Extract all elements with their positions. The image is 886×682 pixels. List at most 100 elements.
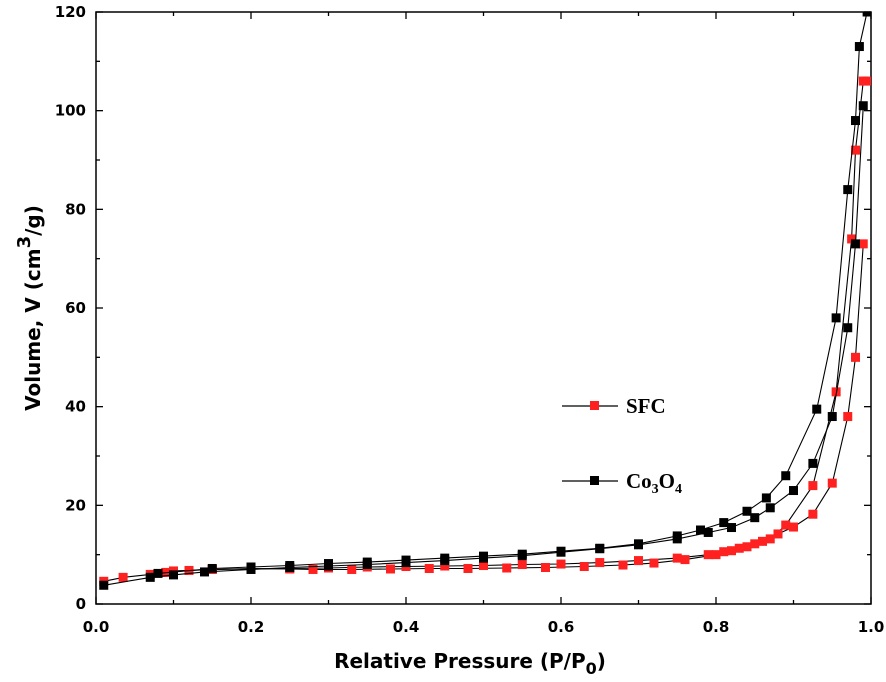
- data-point-sfc-desorption: [634, 556, 643, 566]
- data-point-sfc-adsorption: [711, 550, 721, 560]
- data-point-sfc-adsorption: [858, 239, 868, 249]
- series-line-co3o4-adsorption: [103, 105, 864, 586]
- legend-label-co3o4-mid: O: [659, 469, 675, 493]
- series-layer: [99, 12, 871, 590]
- data-point-sfc-adsorption: [843, 412, 853, 422]
- data-point-co3o4-desorption: [634, 539, 643, 549]
- y-tick-label: 60: [65, 299, 86, 317]
- data-point-co3o4-desorption: [719, 518, 729, 528]
- data-point-sfc-desorption: [595, 558, 605, 568]
- data-point-sfc-adsorption: [118, 572, 128, 582]
- data-point-co3o4-adsorption: [750, 513, 760, 523]
- plot-area: 0.0 0.2 0.4 0.6 0.8 1.0 0 20 40 60 80 100 120: [55, 3, 885, 636]
- x-axis-title-main: Relative Pressure (P/P: [334, 649, 586, 673]
- legend-marker-sfc: [590, 401, 599, 410]
- data-point-co3o4-adsorption: [851, 239, 860, 249]
- data-point-co3o4-desorption: [862, 12, 871, 17]
- legend-item-co3o4: Co3O4: [562, 469, 682, 497]
- data-point-co3o4-adsorption: [858, 101, 868, 111]
- data-point-sfc-adsorption: [347, 564, 357, 574]
- x-tick-label: 0.6: [548, 618, 575, 636]
- y-tick-label: 80: [65, 200, 86, 218]
- y-axis-title-main: Volume, V (cm: [21, 248, 45, 410]
- data-point-co3o4-desorption: [696, 525, 705, 535]
- data-point-sfc-adsorption: [827, 478, 837, 488]
- data-point-co3o4-desorption: [207, 563, 217, 573]
- y-axis-title-superscript: 3: [14, 236, 35, 249]
- data-point-co3o4-adsorption: [727, 523, 736, 533]
- data-point-sfc-desorption: [440, 561, 450, 571]
- x-axis-title-end: ): [597, 649, 606, 673]
- data-point-sfc-desorption: [808, 481, 818, 491]
- data-point-co3o4-desorption: [812, 404, 822, 414]
- x-axis-title-subscript: 0: [586, 659, 597, 678]
- legend-label-sfc: SFC: [626, 394, 666, 418]
- data-point-sfc-adsorption: [386, 564, 395, 574]
- x-axis-title: Relative Pressure (P/P0): [334, 649, 606, 678]
- y-axis-ticks: [96, 11, 871, 605]
- data-point-sfc-adsorption: [789, 522, 798, 532]
- data-point-sfc-adsorption: [680, 555, 690, 565]
- data-point-sfc-desorption: [765, 534, 775, 544]
- data-point-co3o4-adsorption: [145, 572, 155, 582]
- x-tick-label: 0.4: [393, 618, 420, 636]
- data-point-sfc-desorption: [750, 539, 760, 549]
- data-point-co3o4-desorption: [556, 546, 566, 556]
- data-point-co3o4-desorption: [246, 562, 256, 572]
- data-point-sfc-adsorption: [308, 564, 318, 574]
- legend-label-co3o4-sub2: 4: [675, 482, 682, 497]
- data-point-co3o4-desorption: [479, 551, 488, 561]
- data-point-co3o4-desorption: [781, 471, 791, 481]
- data-point-sfc-desorption: [479, 561, 488, 571]
- y-axis-title-end: /g): [21, 205, 45, 236]
- data-point-co3o4-desorption: [153, 568, 163, 578]
- data-point-sfc-adsorption: [541, 562, 550, 572]
- y-tick-label: 120: [55, 3, 86, 21]
- data-point-sfc-desorption: [556, 559, 566, 569]
- legend: SFC Co3O4: [562, 394, 682, 497]
- data-point-sfc-desorption: [517, 560, 527, 570]
- data-point-sfc-adsorption: [742, 542, 752, 552]
- legend-item-sfc: SFC: [562, 394, 666, 418]
- x-tick-label: 0.0: [83, 618, 110, 636]
- x-tick-label: 0.2: [238, 618, 265, 636]
- data-point-co3o4-desorption: [672, 531, 682, 541]
- data-point-sfc-adsorption: [579, 562, 589, 572]
- y-tick-label: 20: [65, 496, 86, 514]
- y-axis-tick-labels: 0 20 40 60 80 100 120: [55, 3, 86, 613]
- y-axis-title: Volume, V (cm3/g): [14, 205, 45, 411]
- data-point-co3o4-desorption: [843, 185, 853, 195]
- data-point-sfc-adsorption: [463, 563, 473, 573]
- data-point-co3o4-desorption: [401, 555, 411, 565]
- data-point-sfc-desorption: [858, 76, 868, 86]
- x-tick-label: 1.0: [858, 618, 885, 636]
- data-point-co3o4-desorption: [742, 506, 752, 516]
- data-point-co3o4-adsorption: [765, 503, 775, 513]
- data-point-co3o4-desorption: [517, 549, 527, 559]
- data-point-co3o4-adsorption: [827, 412, 837, 422]
- data-point-sfc-adsorption: [424, 563, 434, 573]
- data-point-sfc-adsorption: [758, 536, 767, 546]
- data-point-co3o4-adsorption: [169, 570, 178, 580]
- data-point-co3o4-adsorption: [843, 323, 853, 333]
- data-point-co3o4-desorption: [285, 561, 295, 571]
- legend-label-co3o4: Co3O4: [626, 469, 682, 497]
- series-sfc: [99, 76, 871, 586]
- series-co3o4: [99, 12, 871, 590]
- data-point-sfc-desorption: [719, 547, 729, 557]
- data-point-co3o4-adsorption: [808, 458, 818, 468]
- y-tick-label: 40: [65, 398, 86, 416]
- data-point-sfc-adsorption: [618, 560, 628, 570]
- y-tick-label: 100: [55, 102, 86, 120]
- data-point-co3o4-adsorption: [200, 567, 209, 577]
- data-point-sfc-adsorption: [502, 563, 512, 573]
- x-axis-tick-labels: 0.0 0.2 0.4 0.6 0.8 1.0: [83, 618, 885, 636]
- data-point-sfc-desorption: [781, 520, 791, 530]
- data-point-sfc-desorption: [847, 234, 857, 244]
- data-point-sfc-adsorption: [649, 558, 659, 568]
- data-point-co3o4-desorption: [324, 559, 333, 569]
- data-point-sfc-desorption: [703, 550, 713, 560]
- data-point-co3o4-desorption: [440, 553, 450, 563]
- data-point-sfc-desorption: [672, 553, 682, 563]
